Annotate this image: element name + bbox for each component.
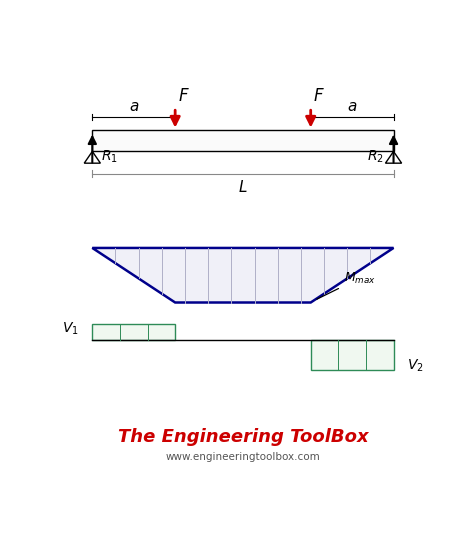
Bar <box>92 130 393 152</box>
Text: a: a <box>347 99 357 114</box>
Text: F: F <box>178 87 188 105</box>
Text: $R_1$: $R_1$ <box>101 148 118 165</box>
Text: a: a <box>129 99 138 114</box>
Text: $M_{max}$: $M_{max}$ <box>317 270 376 299</box>
Text: L: L <box>239 180 247 195</box>
Bar <box>92 324 175 340</box>
Text: The Engineering ToolBox: The Engineering ToolBox <box>118 428 368 446</box>
Text: www.engineeringtoolbox.com: www.engineeringtoolbox.com <box>165 451 320 462</box>
Text: $V_1$: $V_1$ <box>62 320 78 337</box>
Text: $R_2$: $R_2$ <box>367 148 384 165</box>
Polygon shape <box>385 152 401 163</box>
Bar <box>310 340 393 370</box>
Polygon shape <box>84 152 100 163</box>
Polygon shape <box>92 248 393 302</box>
Text: $V_2$: $V_2$ <box>408 358 424 374</box>
Text: F: F <box>314 87 323 105</box>
